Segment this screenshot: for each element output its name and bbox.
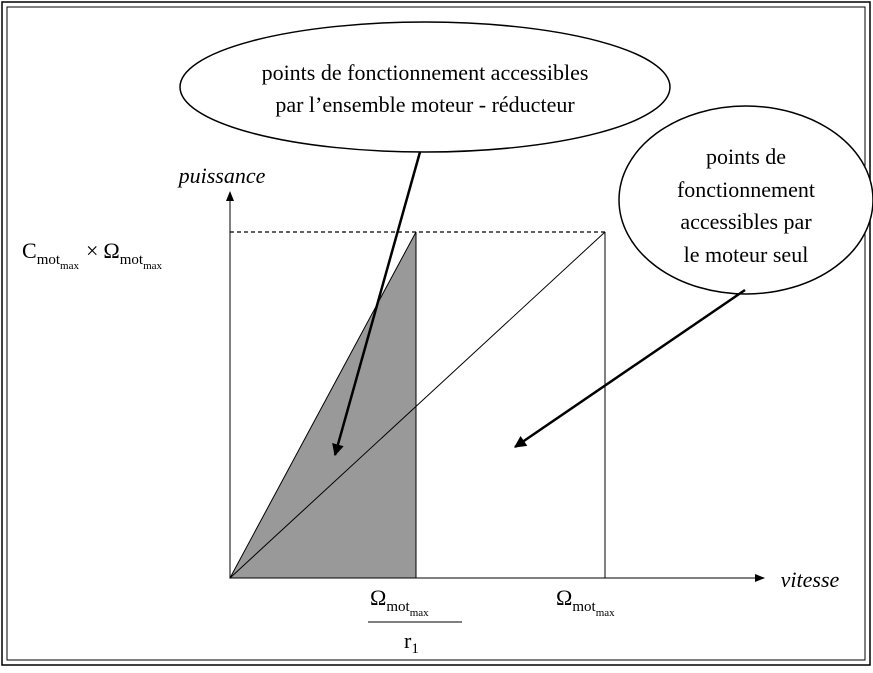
callout-text: points de xyxy=(706,144,786,169)
x-axis-label: vitesse xyxy=(781,567,840,592)
callout-text: par l’ensemble moteur - réducteur xyxy=(275,92,575,117)
label-part: max xyxy=(143,260,162,272)
callout-text: fonctionnement xyxy=(677,177,815,202)
label-part: mot xyxy=(120,252,144,268)
callout-arrow xyxy=(514,288,746,449)
label-part: r xyxy=(404,628,412,653)
callout-text: points de fonctionnement accessibles xyxy=(262,60,589,85)
label-part: max xyxy=(60,260,79,272)
label-part: mot xyxy=(572,599,596,615)
power-max-label: Cmotmax× Ωmotmax xyxy=(22,238,163,272)
label-part: mot xyxy=(37,252,61,268)
omega-max-label: Ωmotmax xyxy=(556,585,615,619)
label-part: Ω xyxy=(103,238,119,263)
reducer-region xyxy=(229,231,417,579)
callout-arrow xyxy=(332,151,422,457)
y-axis-label: puissance xyxy=(177,163,266,188)
label-part: Ω xyxy=(370,585,386,610)
label-part: C xyxy=(22,238,37,263)
label-part: 1 xyxy=(411,641,419,657)
omega-reduced-numerator: Ωmotmax xyxy=(370,585,429,619)
callout-text: accessibles par xyxy=(680,209,812,234)
motor-diagonal xyxy=(229,231,606,579)
label-part: × xyxy=(86,238,98,263)
callout-text: le moteur seul xyxy=(684,242,809,267)
inner-border xyxy=(6,6,866,661)
label-part: max xyxy=(596,607,615,619)
callout-bubble xyxy=(179,21,671,153)
omega-reduced-denominator: r1 xyxy=(404,628,419,657)
callout-bubble xyxy=(618,105,873,295)
label-part: Ω xyxy=(556,585,572,610)
label-part: max xyxy=(410,607,429,619)
label-part: mot xyxy=(386,599,410,615)
